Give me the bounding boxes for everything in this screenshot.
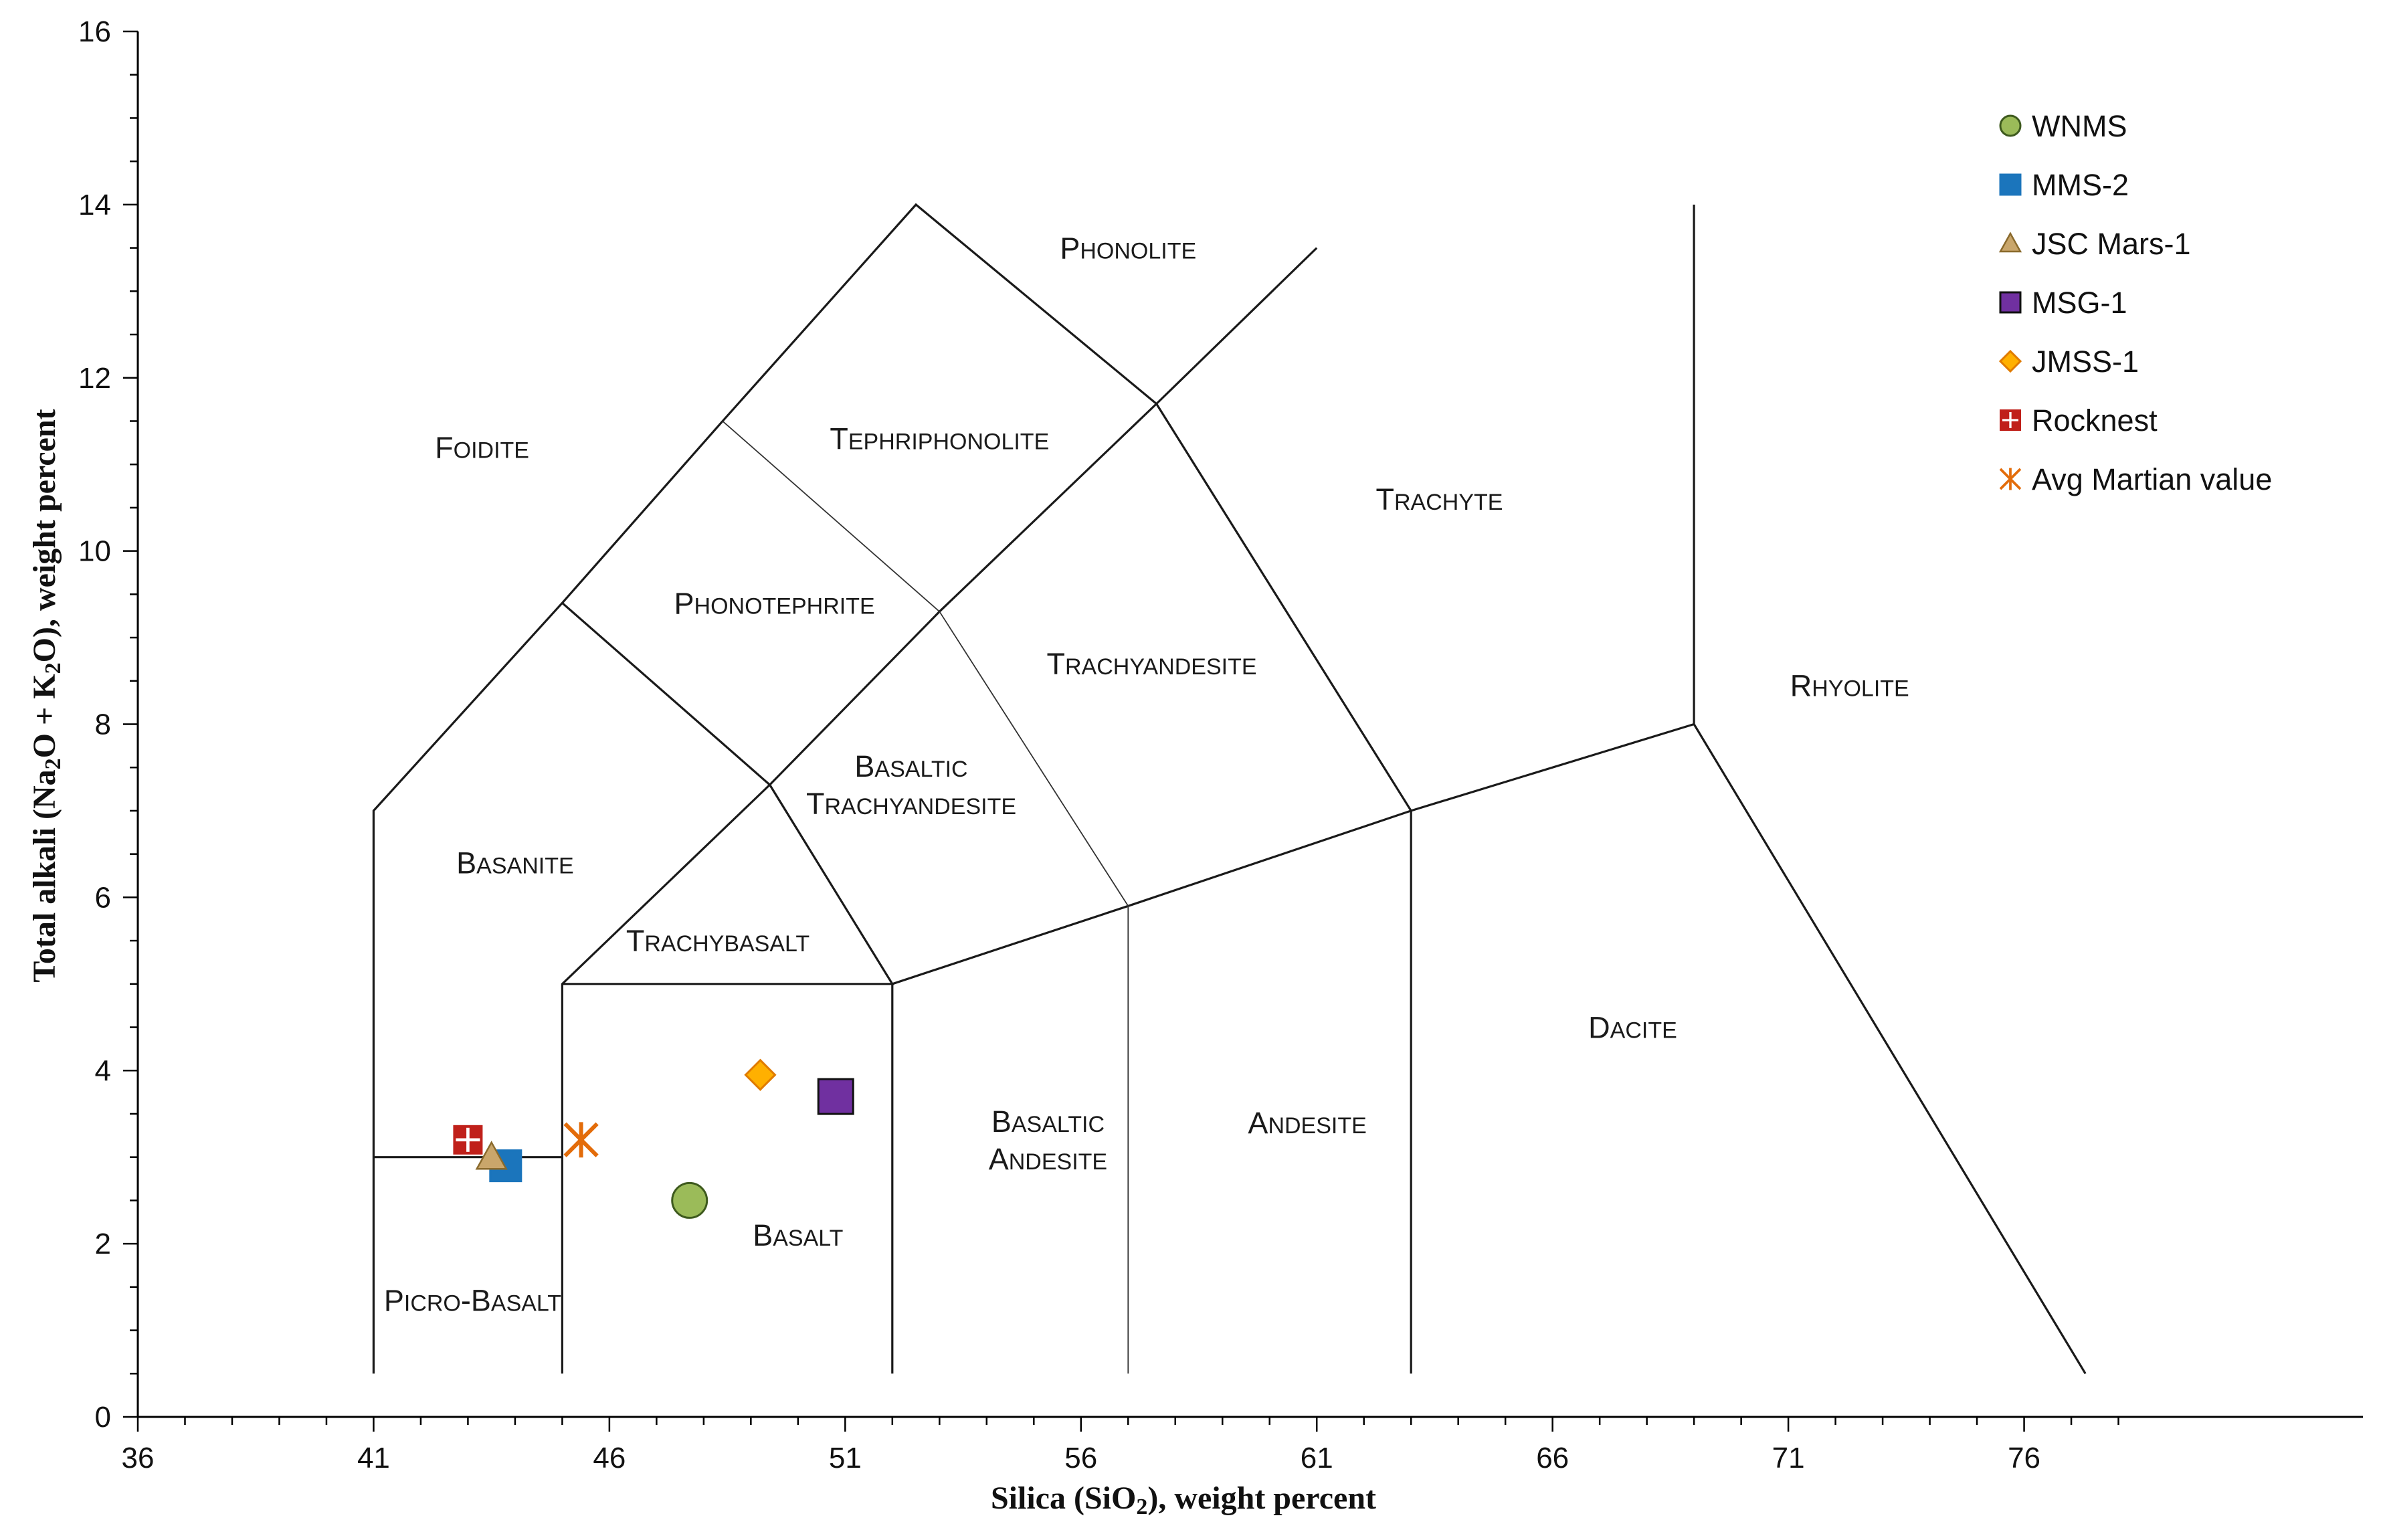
legend-label: JMSS-1	[2032, 345, 2139, 379]
legend-marker-wnms	[1999, 114, 2022, 137]
legend-label: Avg Martian value	[2032, 462, 2272, 496]
point-rocknest	[453, 1125, 483, 1155]
legend-marker-avg-martian-value	[1999, 468, 2022, 490]
field-label-phonotephrite: PHONOTEPHRITE	[674, 586, 875, 620]
legend-marker-jsc-mars-1	[1998, 231, 2022, 253]
field-boundary-line-thin	[722, 420, 1129, 1374]
field-boundaries	[372, 203, 2087, 1375]
x-tick-label: 41	[357, 1442, 390, 1474]
y-tick-label: 4	[95, 1054, 111, 1087]
y-axis-title: Total alkali (Na2O + K2O), weight percen…	[27, 409, 66, 982]
field-label-basaltic-trachyandesite: BASALTIC	[854, 749, 967, 783]
point-jsc-mars-1	[475, 1141, 508, 1170]
field-boundary-line	[561, 602, 894, 985]
field-boundary-line	[891, 723, 1695, 1374]
y-tick-label: 8	[95, 708, 111, 741]
point-msg-1	[817, 1078, 854, 1115]
legend-label: MSG-1	[2032, 286, 2127, 320]
field-label-tephriphonolite: TEPHRIPHONOLITE	[830, 421, 1049, 456]
field-label-dacite: DACITE	[1588, 1011, 1677, 1045]
x-axis-title: Silica (SiO2), weight percent	[991, 1480, 1376, 1519]
field-label-basanite: BASANITE	[456, 846, 574, 880]
field-label-basaltic-andesite: BASALTIC	[991, 1104, 1105, 1139]
field-label-trachyandesite: TRACHYANDESITE	[1046, 647, 1256, 681]
field-boundary-line	[372, 203, 1318, 1374]
point-avg-martian-value	[563, 1122, 599, 1158]
legend-label: JSC Mars-1	[2032, 227, 2191, 261]
axis-titles: Silica (SiO2), weight percent Total alkal…	[27, 409, 1376, 1519]
x-tick-label: 51	[829, 1442, 862, 1474]
x-tick-label: 36	[122, 1442, 155, 1474]
y-tick-label: 2	[95, 1228, 111, 1260]
x-tick-label: 61	[1301, 1442, 1333, 1474]
legend-marker-jmss-1	[1998, 349, 2022, 373]
y-tick-label: 6	[95, 881, 111, 914]
field-label-basaltic-andesite: ANDESITE	[989, 1142, 1107, 1176]
point-jmss-1	[744, 1058, 777, 1091]
rock-field-labels: FOIDITE PHONOLITE TEPHRIPHONOLITE TRACHYTE P…	[384, 231, 1909, 1318]
y-tick-label: 0	[95, 1401, 111, 1434]
field-label-basalt: BASALT	[753, 1218, 843, 1252]
field-boundary-line	[1155, 403, 1412, 1374]
legend-label: Rocknest	[2032, 403, 2158, 438]
x-tick-label: 76	[2008, 1442, 2040, 1474]
x-tick-label: 71	[1772, 1442, 1805, 1474]
legend-label: MMS-2	[2032, 168, 2129, 202]
y-tick-label: 14	[78, 189, 111, 221]
x-tick-label: 66	[1536, 1442, 1569, 1474]
legend: WNMS MMS-2 JSC Mars-1 MSG-1 JMSS-1 Rocknest Av…	[1998, 109, 2272, 496]
legend-marker-msg-1	[1999, 291, 2022, 314]
y-tick-label: 12	[78, 362, 111, 395]
data-points	[453, 1058, 854, 1219]
point-wnms	[671, 1181, 708, 1219]
field-label-trachybasalt: TRACHYBASALT	[626, 924, 809, 958]
legend-label: WNMS	[2032, 109, 2127, 143]
field-label-basaltic-trachyandesite: TRACHYANDESITE	[806, 787, 1016, 821]
y-tick-label: 10	[78, 535, 111, 568]
field-label-andesite: ANDESITE	[1248, 1106, 1366, 1140]
x-tick-label: 46	[593, 1442, 626, 1474]
field-label-foidite: FOIDITE	[435, 430, 529, 464]
y-tick-label: 16	[78, 15, 111, 48]
field-label-rhyolite: RHYOLITE	[1790, 668, 1909, 702]
field-label-phonolite: PHONOLITE	[1060, 231, 1196, 266]
legend-marker-mms-2	[1999, 173, 2022, 196]
field-boundary-line	[561, 403, 1157, 1374]
legend-marker-rocknest	[2000, 409, 2021, 431]
field-label-trachyte: TRACHYTE	[1376, 482, 1503, 516]
field-boundary-line	[1693, 204, 2087, 1375]
field-label-picro-basalt: PICRO-BASALT	[384, 1283, 561, 1317]
x-tick-label: 56	[1064, 1442, 1097, 1474]
